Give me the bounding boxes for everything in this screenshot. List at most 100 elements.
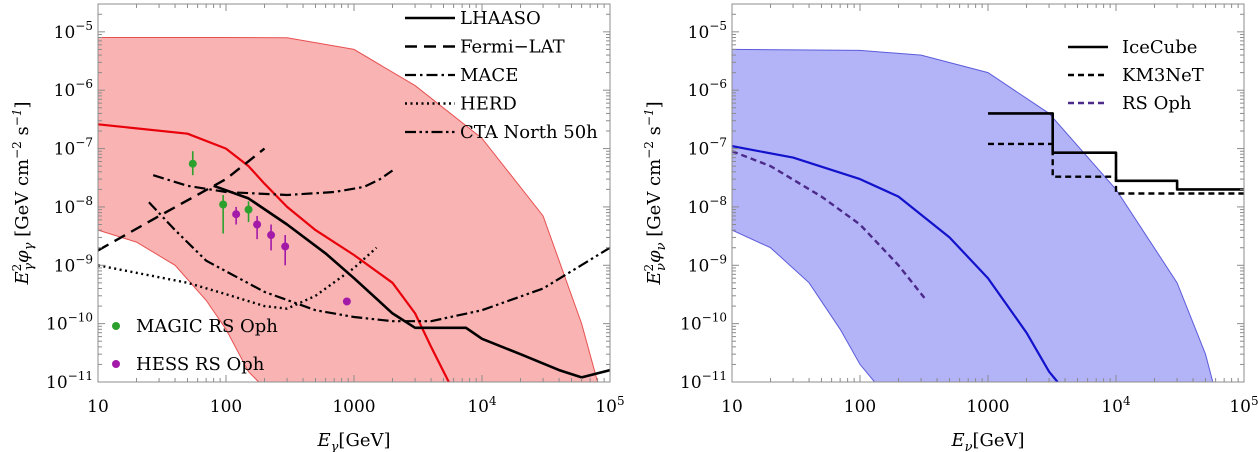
x-tick-label: 1000 [332,397,375,417]
plot-area [98,37,610,382]
series-line-km3net [988,142,1244,195]
x-axis-label: Eγ[GeV] [317,430,391,452]
x-tick-label: 105 [595,394,624,417]
tick-exponent: −11 [68,369,93,383]
y-tick-label: 10−8 [54,194,93,218]
y-tick-label: 10−5 [688,19,727,43]
data-point-magic-rs-oph [188,159,197,168]
tick-exponent: 5 [1251,394,1258,408]
x-axis-label-unit: [GeV] [338,430,390,451]
y-tick-label: 10−11 [46,369,93,393]
x-tick-label: 105 [1229,394,1258,417]
x-tick-label: 10 [87,397,109,417]
y-label-e: E [644,271,665,285]
y-label-sub1: γ [22,263,37,271]
tick-exponent: −5 [75,19,93,33]
series-line-cta-north-50h [148,201,610,323]
y-label-phi: φ [12,250,33,263]
gamma-ray-panel: 10 100 1000 104 10510−1110−1010−910−810−710−… [10,3,625,452]
y-tick-label: 10−10 [680,311,727,335]
x-tick-label: 100 [210,397,242,417]
y-tick-label: 10−7 [54,136,93,160]
legend-label-km3net: KM3NeT [1122,65,1204,86]
tick-exponent: −8 [709,194,727,208]
y-tick-label: 10−8 [688,194,727,218]
series-line-mace [152,169,394,197]
y-label-unit3: ] [12,101,33,108]
band-fill [98,37,610,382]
data-point-hess-rs-oph [267,231,276,240]
y-tick-label: 10−9 [688,252,727,276]
tick-exponent: −8 [75,194,93,208]
y-label-unit2: s [12,126,33,141]
data-point-hess-rs-oph [342,297,351,306]
y-label-phi: φ [644,250,665,263]
legend-label-fermi-lat: Fermi−LAT [460,37,565,58]
legend-label-herd: HERD [460,94,517,115]
x-tick-label: 1000 [966,397,1009,417]
band-lower-edge [98,229,260,382]
y-tick-label: 10−7 [688,136,727,160]
y-label-unit1: [GeV cm [644,159,665,243]
x-tick-label: 100 [844,397,876,417]
series-line-model-blue [732,145,1059,382]
legend-label-hess-rs-oph: HESS RS Oph [136,354,265,375]
data-point-hess-rs-oph [232,210,241,219]
tick-base: 10 [688,81,710,101]
series-line-lhaaso [213,184,610,379]
x-tick-label: 10 [721,397,743,417]
axis-ticks [97,4,611,383]
tick-exponent: 4 [1123,394,1131,408]
axis-ticks [731,4,1245,383]
tick-base: 10 [54,198,76,218]
legend-label-rs-oph: RS Oph [1122,93,1192,114]
y-tick-label: 10−9 [54,252,93,276]
tick-exponent: −10 [68,311,93,325]
y-label-exp2: −1 [642,108,656,126]
x-axis-label-subscript: γ [331,440,339,452]
tick-base: 10 [688,198,710,218]
y-label-e: E [12,271,33,285]
tick-base: 10 [688,140,710,160]
series-line-icecube [988,112,1244,191]
x-axis-label-unit: [GeV] [972,430,1024,451]
y-tick-label: 10−11 [680,369,727,393]
data-point-hess-rs-oph [253,220,262,229]
data-point-magic-rs-oph [244,205,253,214]
tick-base: 10 [680,373,702,393]
plot-area [732,48,1244,382]
legend-label-magic-rs-oph: MAGIC RS Oph [136,316,278,337]
y-label-exp1: −2 [642,141,656,159]
tick-exponent: 5 [617,394,625,408]
y-tick-label: 10−6 [54,77,93,101]
tick-base: 10 [688,23,710,43]
tick-base: 10 [467,397,489,417]
x-axis-label-subscript: ν [965,440,973,452]
data-point-magic-rs-oph [219,200,228,209]
tick-base: 10 [54,140,76,160]
tick-exponent: −10 [702,311,727,325]
tick-base: 10 [54,256,76,276]
tick-exponent: 4 [489,394,497,408]
x-tick-label: 104 [1101,394,1131,417]
tick-base: 10 [688,256,710,276]
tick-exponent: −9 [75,252,93,266]
legend-label-mace: MACE [460,65,518,86]
data-point-hess-rs-oph [281,242,290,251]
tick-exponent: −7 [75,136,93,150]
band-lower-edge [732,229,875,382]
legend-marker-magic-rs-oph [112,322,120,330]
neutrino-panel: 10 100 1000 104 10510−1110−1010−910−810−710−… [642,3,1258,452]
tick-base: 10 [54,23,76,43]
tick-exponent: −6 [709,77,727,91]
tick-exponent: −9 [709,252,727,266]
y-label-unit2: s [644,126,665,141]
y-label-sub2: ν [654,242,669,250]
series-line-fermi-lat [98,147,266,252]
tick-base: 10 [46,315,68,335]
y-label-sub2: γ [22,242,37,250]
y-axis-label: E2γφγ [GeV cm−2 s−1] [10,101,37,285]
x-axis-label-symbol: E [317,430,331,451]
y-tick-label: 10−6 [688,77,727,101]
